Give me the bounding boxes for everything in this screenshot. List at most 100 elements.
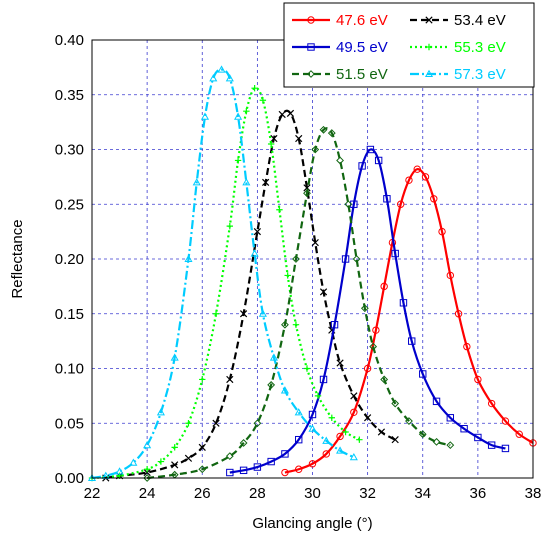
data-point	[391, 436, 399, 444]
x-tick-label: 36	[470, 485, 487, 502]
data-point	[295, 134, 303, 143]
series-group	[87, 65, 537, 482]
data-point	[356, 436, 363, 443]
data-point	[399, 299, 408, 307]
series-47-6-ev	[281, 165, 537, 477]
data-point	[303, 189, 311, 198]
data-point	[319, 375, 328, 384]
data-point	[198, 443, 206, 451]
data-point	[336, 156, 344, 165]
legend-item: 57.3 eV	[410, 66, 506, 83]
data-point	[430, 195, 438, 203]
data-point	[322, 436, 331, 444]
y-tick-label: 0.40	[55, 32, 84, 49]
legend-marker	[307, 16, 315, 24]
data-point	[487, 399, 496, 408]
data-point	[350, 200, 358, 208]
y-tick-label: 0.35	[55, 87, 84, 104]
data-point	[217, 65, 226, 73]
data-point	[421, 173, 430, 181]
legend-item: 51.5 eV	[292, 66, 388, 83]
data-point	[209, 74, 218, 82]
data-point	[391, 249, 399, 258]
legend-item: 55.3 eV	[410, 39, 506, 56]
data-point	[171, 444, 178, 451]
data-point	[242, 178, 251, 186]
data-point	[267, 381, 276, 389]
data-point	[199, 376, 206, 383]
data-point	[295, 465, 303, 473]
data-point	[267, 457, 275, 466]
data-point	[281, 468, 289, 477]
data-point	[360, 304, 369, 313]
series-55-3-ev	[88, 84, 363, 482]
y-tick-label: 0.05	[55, 415, 84, 432]
x-tick-label: 28	[249, 485, 266, 502]
data-point	[374, 156, 383, 165]
data-point	[366, 145, 375, 154]
legend-label: 53.4 eV	[454, 12, 506, 29]
series-line	[105, 109, 396, 480]
data-point	[270, 134, 278, 143]
data-point	[243, 107, 250, 115]
data-point	[308, 410, 317, 419]
data-point	[377, 428, 386, 436]
y-tick-label: 0.20	[55, 251, 84, 268]
legend-label: 51.5 eV	[336, 66, 388, 83]
series-57-3-ev	[87, 65, 358, 482]
data-point	[280, 386, 289, 394]
data-point	[171, 461, 179, 469]
data-point	[225, 74, 234, 82]
data-point	[225, 452, 234, 461]
data-point	[239, 439, 248, 447]
data-point	[314, 392, 322, 400]
data-point	[276, 206, 283, 213]
x-tick-label: 32	[359, 485, 376, 502]
legend-marker	[425, 43, 433, 51]
data-point	[372, 326, 380, 334]
y-tick-label: 0.10	[55, 361, 84, 378]
data-point	[262, 178, 270, 186]
data-point	[330, 321, 339, 329]
data-point	[515, 430, 523, 438]
x-tick-label: 22	[84, 485, 101, 502]
x-tick-labels: 22 24 26 28 30 32 34 36 38	[84, 485, 542, 502]
data-point	[267, 140, 275, 148]
data-point	[358, 162, 366, 170]
series-line	[284, 168, 534, 474]
data-point	[446, 414, 455, 422]
data-point	[251, 84, 258, 92]
data-point	[253, 419, 262, 428]
data-point	[311, 145, 320, 154]
legend: 47.6 eV 53.4 eV 49.5 eV 55.3 eV 51.5 eV 57.3 …	[283, 2, 535, 88]
x-tick-label: 30	[304, 485, 321, 502]
data-point	[226, 222, 234, 230]
data-point	[226, 375, 234, 384]
data-point	[226, 468, 234, 477]
x-tick-label: 38	[525, 485, 542, 502]
data-point	[344, 200, 353, 209]
legend-marker	[307, 43, 315, 51]
x-tick-label: 24	[139, 485, 156, 502]
data-point	[253, 228, 261, 236]
data-point	[286, 109, 295, 117]
data-point	[185, 420, 192, 427]
data-point	[156, 408, 165, 416]
data-point	[281, 450, 289, 458]
data-point	[253, 463, 262, 471]
data-point	[184, 254, 193, 263]
legend-box	[283, 2, 535, 88]
data-point	[143, 468, 151, 477]
data-point	[418, 430, 427, 439]
data-point	[292, 321, 300, 328]
data-point	[198, 465, 207, 474]
data-point	[258, 309, 267, 317]
data-point	[383, 195, 391, 203]
x-axis-label: Glancing angle (°)	[252, 515, 372, 532]
series-line	[146, 127, 451, 480]
data-point	[308, 424, 317, 432]
data-point	[380, 282, 388, 291]
legend-marker	[425, 16, 433, 24]
data-point	[328, 414, 335, 421]
data-point	[336, 432, 344, 441]
